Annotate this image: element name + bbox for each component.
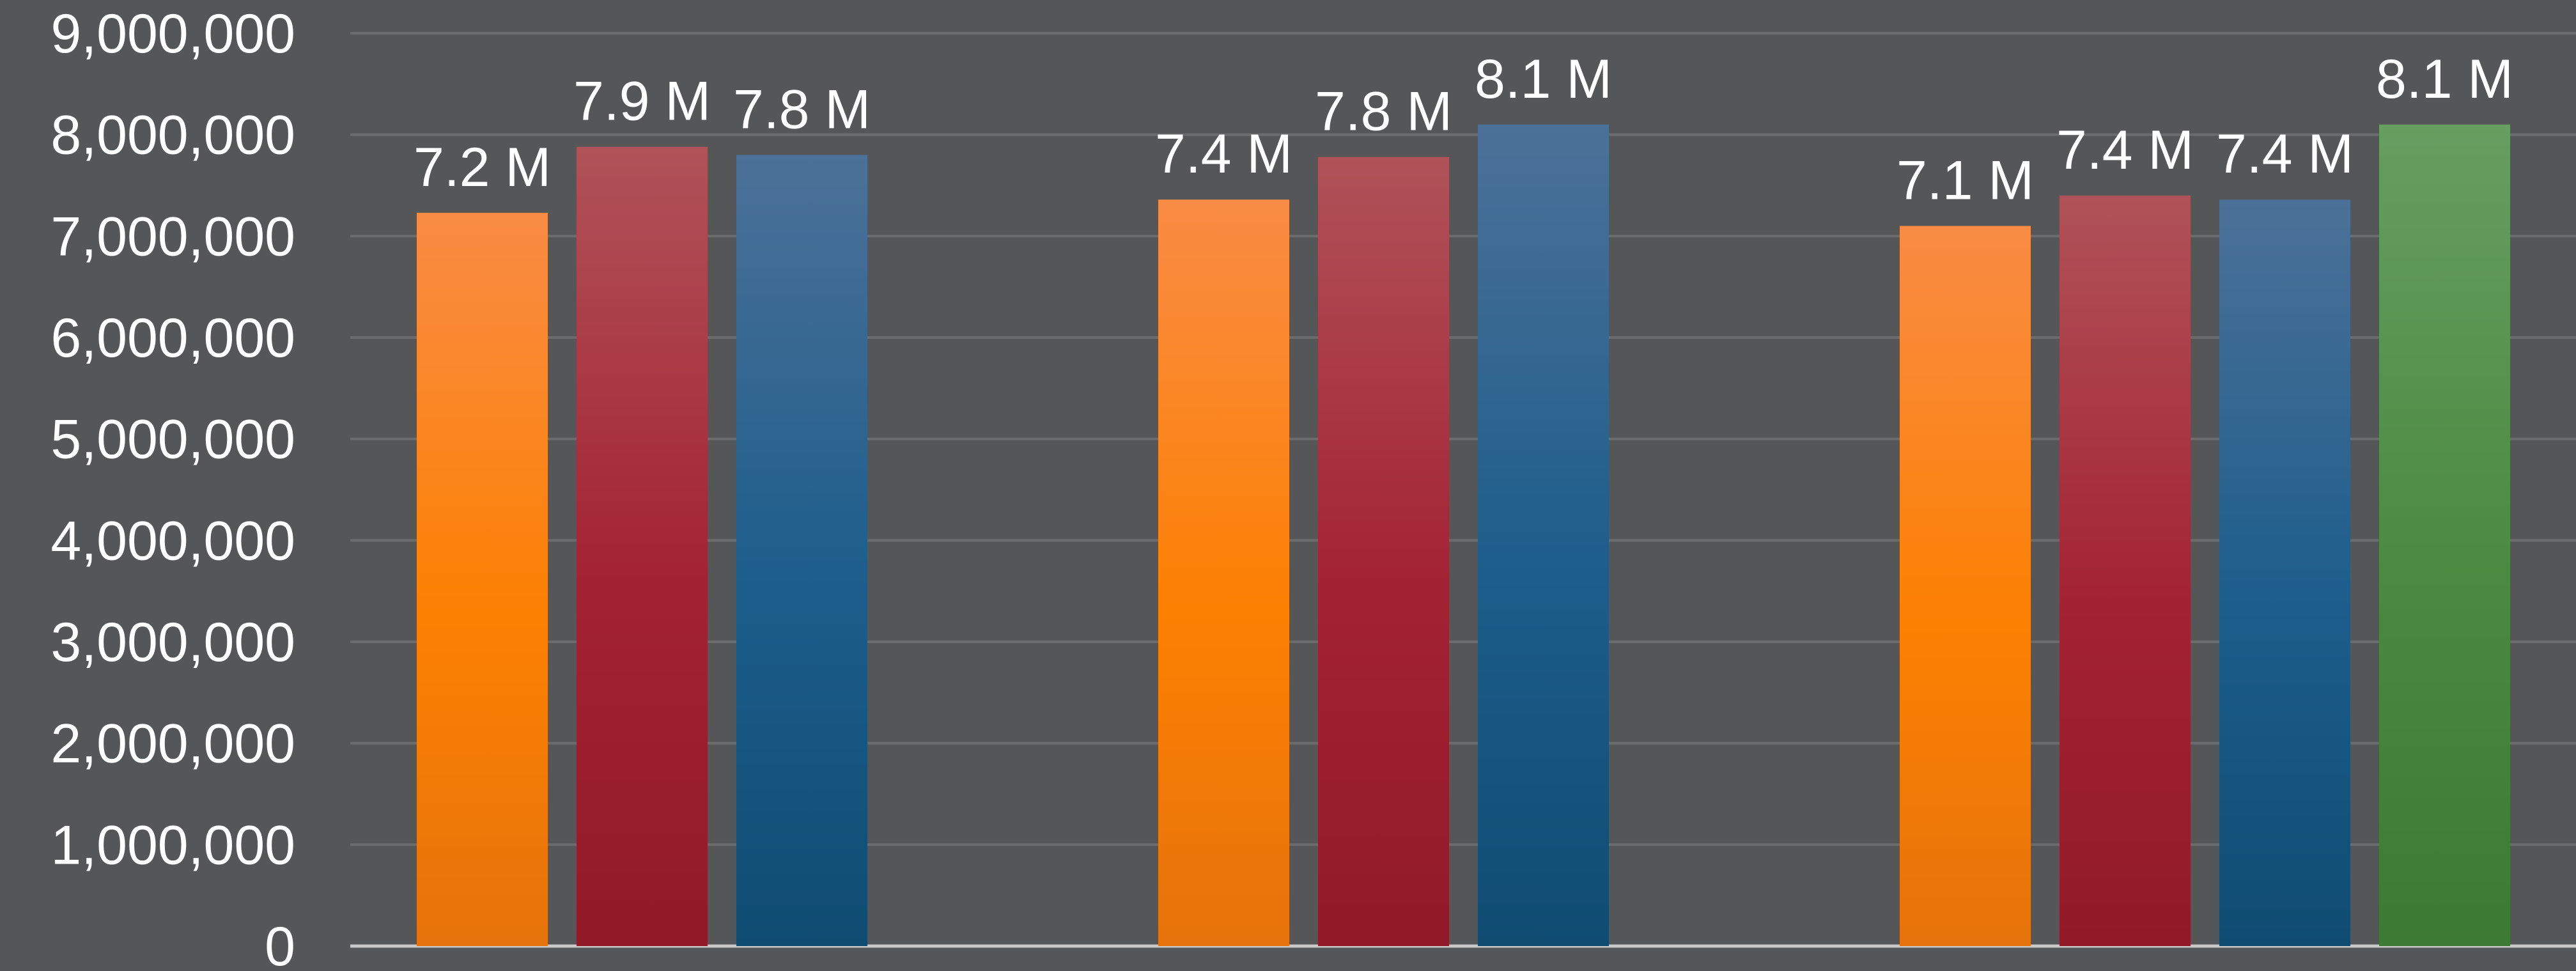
bar-red [2060,195,2191,946]
data-label: 7.8 M [1315,81,1452,143]
y-tick-label: 3,000,000 [50,612,295,673]
bar-green [2379,124,2510,946]
data-label: 7.2 M [414,137,551,198]
y-tick-label: 5,000,000 [50,409,295,470]
bar-orange [417,212,548,947]
bar-orange [1158,199,1289,946]
y-tick-label: 9,000,000 [50,3,295,65]
grid-lines [350,32,2576,846]
data-label: 8.1 M [2376,49,2513,110]
data-label: 7.9 M [573,71,711,132]
data-label: 8.1 M [1475,49,1612,110]
y-tick-label: 7,000,000 [50,206,295,267]
y-tick-label: 8,000,000 [50,105,295,166]
data-label: 7.4 M [2216,123,2354,185]
y-tick-label: 2,000,000 [50,713,295,775]
bars [417,124,2510,947]
bar-orange [1900,226,2031,946]
y-axis: 0 1,000,000 2,000,000 3,000,000 4,000,000 5,0… [50,3,2576,971]
bar-blue [736,155,867,946]
bar-blue [1478,124,1609,946]
data-label: 7.1 M [1897,150,2034,211]
bar-red [577,146,708,946]
y-tick-label: 6,000,000 [50,307,295,369]
data-label: 7.4 M [2056,120,2194,181]
y-tick-label: 0 [265,916,295,971]
y-tick-label: 1,000,000 [50,814,295,876]
data-label: 7.8 M [733,79,871,140]
bar-blue [2219,199,2350,946]
data-labels: 7.2 M 7.9 M 7.8 M 7.4 M 7.8 M 8.1 M 7.1 M 7.4 M… [414,49,2513,212]
y-tick-label: 4,000,000 [50,510,295,571]
bar-red [1318,157,1449,946]
data-label: 7.4 M [1155,123,1292,185]
